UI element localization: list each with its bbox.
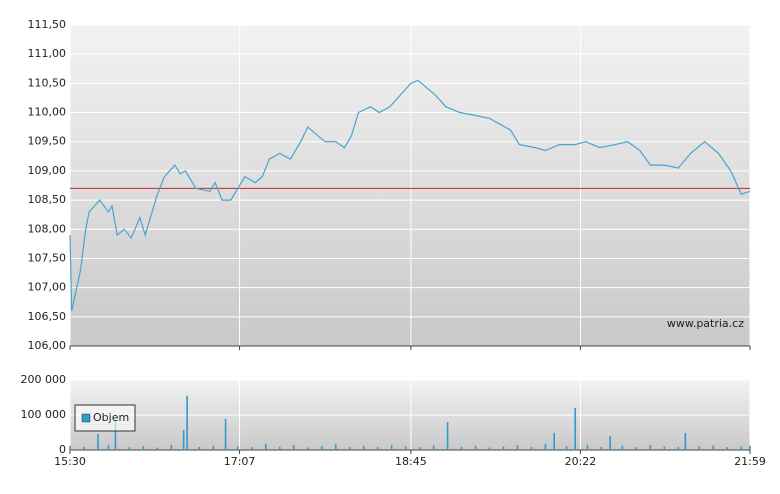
volume-bar bbox=[488, 447, 491, 450]
x-tick-label: 17:07 bbox=[224, 455, 256, 468]
y-tick-label: 111,00 bbox=[28, 47, 67, 60]
volume-bar bbox=[362, 445, 365, 450]
y-tick-label: 108,50 bbox=[28, 193, 67, 206]
volume-bar bbox=[621, 445, 624, 450]
x-tick-label: 21:59 bbox=[734, 455, 766, 468]
volume-bar bbox=[749, 445, 751, 450]
volume-bar bbox=[69, 445, 71, 450]
volume-bar bbox=[186, 395, 188, 450]
volume-bar bbox=[97, 433, 99, 450]
y-tick-label: 108,00 bbox=[28, 222, 67, 235]
y-tick-label: 100 000 bbox=[21, 408, 67, 421]
x-tick-label: 18:45 bbox=[395, 455, 427, 468]
volume-bar bbox=[684, 432, 687, 450]
y-tick-label: 109,00 bbox=[28, 164, 67, 177]
y-tick-label: 110,00 bbox=[28, 106, 67, 119]
volume-bar bbox=[712, 445, 715, 450]
volume-bar bbox=[306, 447, 309, 450]
volume-bar bbox=[404, 446, 407, 450]
volume-bar bbox=[376, 446, 379, 450]
y-tick-label: 107,00 bbox=[28, 281, 67, 294]
y-tick-label: 107,50 bbox=[28, 251, 67, 264]
volume-bar bbox=[292, 445, 295, 450]
x-tick-label: 20:22 bbox=[565, 455, 597, 468]
volume-bar bbox=[544, 443, 547, 450]
volume-bar bbox=[586, 444, 589, 450]
volume-bar bbox=[83, 446, 85, 450]
y-tick-label: 110,50 bbox=[28, 76, 67, 89]
volume-bar bbox=[170, 445, 173, 450]
volume-bar bbox=[726, 447, 729, 450]
volume-bar bbox=[237, 446, 239, 450]
volume-bar bbox=[530, 446, 533, 450]
volume-bar bbox=[182, 430, 185, 450]
volume-bar bbox=[142, 446, 145, 450]
volume-bar bbox=[460, 446, 463, 450]
volume-bar bbox=[516, 445, 519, 450]
y-tick-label: 106,00 bbox=[28, 339, 67, 352]
volume-bar bbox=[663, 446, 666, 450]
price-line bbox=[69, 79, 751, 312]
volume-bar bbox=[432, 445, 435, 450]
y-tick-label: 109,50 bbox=[28, 135, 67, 148]
volume-bar bbox=[198, 446, 201, 450]
volume-bar bbox=[156, 447, 159, 450]
volume-bar bbox=[348, 447, 351, 450]
volume-bar bbox=[446, 422, 449, 450]
volume-bar bbox=[128, 447, 131, 450]
y-tick-label: 111,50 bbox=[28, 18, 67, 31]
volume-bar bbox=[677, 446, 680, 450]
volume-bar bbox=[574, 408, 576, 450]
volume-bar bbox=[502, 446, 505, 450]
y-tick-label: 106,50 bbox=[28, 310, 67, 323]
volume-bar bbox=[278, 446, 281, 450]
volume-bar bbox=[474, 445, 477, 450]
volume-bar bbox=[264, 443, 267, 450]
y-tick-label: 200 000 bbox=[21, 373, 67, 386]
volume-bar bbox=[698, 446, 701, 450]
volume-bar bbox=[553, 432, 556, 450]
volume-bar bbox=[390, 444, 393, 450]
plot-area bbox=[70, 25, 750, 346]
watermark: www.patria.cz bbox=[667, 317, 744, 330]
volume-bar bbox=[334, 444, 337, 450]
volume-bar bbox=[649, 445, 652, 450]
legend-swatch bbox=[81, 413, 91, 423]
x-tick-label: 15:30 bbox=[54, 455, 86, 468]
volume-bar bbox=[600, 446, 603, 450]
volume-bar bbox=[740, 446, 743, 450]
volume-bar bbox=[418, 447, 421, 450]
volume-bar bbox=[609, 436, 611, 450]
volume-bar bbox=[565, 446, 568, 450]
volume-bar bbox=[107, 444, 110, 450]
legend-label: Objem bbox=[93, 411, 129, 424]
volume-bar bbox=[250, 447, 253, 450]
volume-bar bbox=[212, 445, 215, 450]
y-tick-label: 0 bbox=[59, 443, 66, 456]
volume-bar bbox=[224, 418, 227, 450]
volume-bar bbox=[320, 446, 323, 450]
volume-bar bbox=[114, 419, 117, 450]
volume-bar bbox=[635, 447, 638, 450]
